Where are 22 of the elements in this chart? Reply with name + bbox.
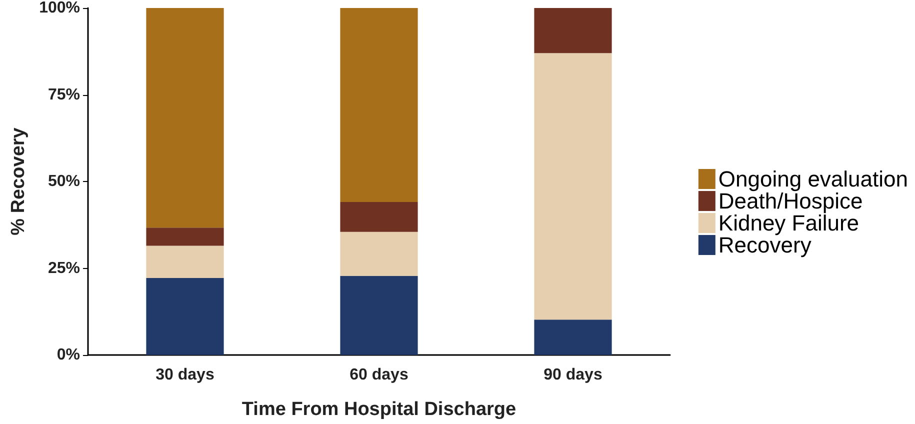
y-tick-label: 25% <box>48 260 80 277</box>
bar <box>340 8 418 202</box>
x-tick-label: 90 days <box>544 366 602 384</box>
y-tick-label: 50% <box>48 173 80 190</box>
bar <box>340 202 418 232</box>
x-tick-label: 30 days <box>156 366 214 384</box>
bar <box>340 276 418 355</box>
legend-label: Ongoing evaluation <box>718 166 908 192</box>
x-tick-label: 60 days <box>350 366 408 384</box>
bar <box>146 246 224 278</box>
x-axis-title: Time From Hospital Discharge <box>242 399 516 420</box>
y-tick-label: 100% <box>39 0 80 16</box>
bar <box>534 320 612 355</box>
bar <box>534 8 612 54</box>
bar <box>146 278 224 355</box>
y-tick-label: 75% <box>48 86 80 104</box>
bar <box>534 53 612 320</box>
bar <box>146 228 224 246</box>
y-axis-title: % Recovery <box>8 127 30 236</box>
y-tick-label: 0% <box>56 346 80 364</box>
bar <box>146 8 224 228</box>
bar <box>340 232 418 276</box>
